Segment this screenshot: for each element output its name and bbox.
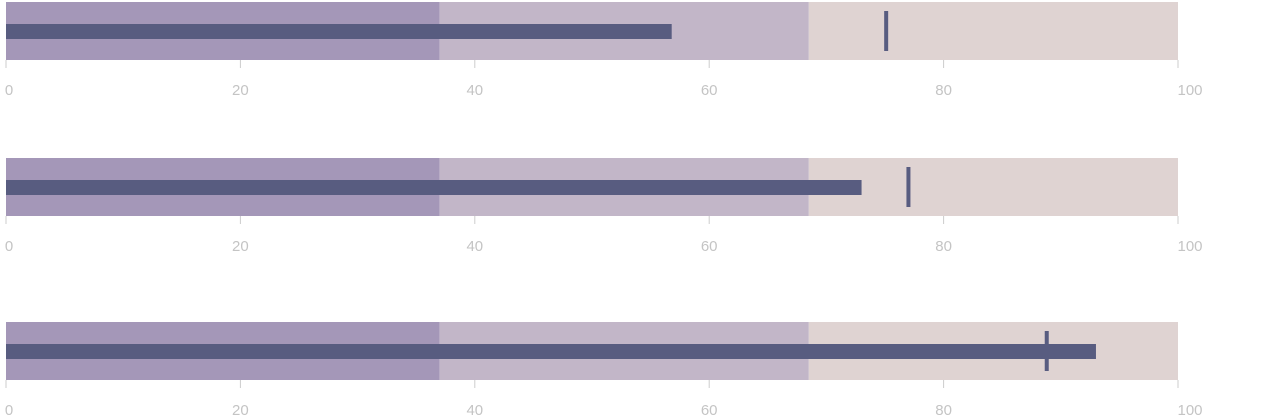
- bullet-2-range-high: [808, 158, 1178, 216]
- bullet-2-tick-label-100: 100: [1177, 238, 1202, 255]
- bullet-3-tick-label-60: 60: [701, 402, 718, 418]
- bullet-2-target-marker: [906, 167, 911, 207]
- bullet-1-tick-label-80: 80: [935, 82, 952, 99]
- bullet-2-measure-bar: [6, 180, 862, 195]
- bullet-1-tick-label-100: 100: [1177, 82, 1202, 99]
- bullet-1-tick-label-20: 20: [232, 82, 249, 99]
- bullet-3-tick-label-40: 40: [466, 402, 483, 418]
- bullet-2-tick-label-20: 20: [232, 238, 249, 255]
- bullet-1-measure-bar: [6, 24, 672, 39]
- bullet-3-target-marker: [1044, 331, 1049, 371]
- bullet-1-tick-label-40: 40: [466, 82, 483, 99]
- bullet-2-tick-label-0: 0: [5, 238, 13, 255]
- bullet-2-tick-label-60: 60: [701, 238, 718, 255]
- bullet-1-target-marker: [884, 11, 889, 51]
- bullet-1-tick-label-0: 0: [5, 82, 13, 99]
- bullet-3-tick-label-80: 80: [935, 402, 952, 418]
- bullet-3-tick-label-20: 20: [232, 402, 249, 418]
- bullet-1-range-high: [808, 2, 1178, 60]
- bullet-3-tick-label-100: 100: [1177, 402, 1202, 418]
- bullet-3-measure-bar: [6, 344, 1096, 359]
- bullet-2-tick-label-40: 40: [466, 238, 483, 255]
- bullet-2-tick-label-80: 80: [935, 238, 952, 255]
- bullet-3-tick-label-0: 0: [5, 402, 13, 418]
- bullet-1-tick-label-60: 60: [701, 82, 718, 99]
